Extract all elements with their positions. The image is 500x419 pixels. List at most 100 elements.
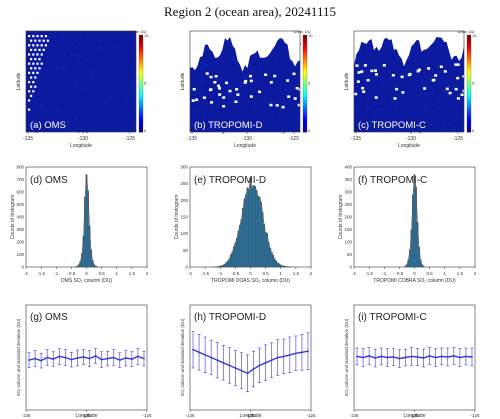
colorbar-segment (139, 112, 143, 117)
colorbar-segment (139, 57, 143, 62)
missing-data-speck (393, 97, 397, 100)
missing-data-speck (191, 99, 195, 102)
map-cell (450, 106, 453, 109)
map-cell (430, 66, 433, 69)
x-tick-label: -0.5 (67, 271, 75, 276)
map-cell (455, 79, 458, 82)
map-cell (438, 79, 441, 81)
missing-data-speck (357, 71, 361, 74)
missing-data-dot (30, 76, 33, 79)
map-cell (373, 110, 376, 113)
histogram-panel: (e) TROPOMI-D -2 -1.5 -1 -0.5 0 0.5 1 1.5 2 0 50 100… (174, 165, 313, 285)
y-tick-label: 50 (347, 252, 353, 257)
colorbar-segment (467, 119, 471, 123)
colorbar-frame (138, 34, 144, 133)
map-cell (40, 104, 43, 107)
x-tick-label: -130 (82, 413, 92, 418)
map-cell (274, 66, 276, 69)
colorbar-segment (303, 70, 307, 75)
map-cell (63, 125, 66, 127)
map-cell (124, 88, 127, 91)
map-cell (248, 126, 251, 129)
map-cell (127, 93, 130, 96)
map-cell (435, 123, 438, 126)
map-cell (277, 65, 280, 68)
map-cell (424, 106, 426, 109)
map-cell (251, 113, 254, 116)
colorbar-segment (139, 80, 143, 84)
x-tick-label: -1.5 (365, 271, 373, 276)
map-cell (452, 130, 455, 133)
map-cell (267, 101, 270, 103)
x-tick-label: -130 (406, 136, 416, 142)
map-cell (103, 101, 106, 104)
map-cell (212, 93, 215, 96)
panel-label: (h) TROPOMI-D (194, 312, 266, 323)
map-cell (425, 57, 428, 60)
map-cell (74, 38, 77, 41)
colorbar-segment (139, 99, 143, 104)
y-tick-label: 400 (16, 215, 24, 220)
map-cell (244, 84, 247, 87)
map-cell (290, 84, 293, 87)
map-cell (359, 98, 362, 101)
colorbar-segment (139, 47, 143, 52)
map-cell (382, 100, 385, 103)
colorbar-segment (139, 41, 143, 46)
map-cell (113, 44, 115, 47)
map-cell (354, 73, 357, 76)
distribution-curve (75, 174, 98, 267)
map-cell (253, 106, 256, 109)
histogram-bar (266, 233, 269, 268)
colorbar-segment (303, 93, 307, 97)
map-cell (231, 46, 234, 48)
map-cell (359, 120, 362, 122)
missing-data-speck (249, 95, 253, 98)
x-tick-label: 0.5 (426, 271, 433, 276)
missing-data-dot (30, 48, 33, 51)
colorbar-segment (303, 83, 307, 88)
x-tick-label: -125 (470, 413, 480, 418)
map-cell (456, 105, 459, 108)
map-cell (356, 120, 359, 123)
missing-data-region (190, 31, 300, 72)
map-cell (131, 92, 134, 95)
missing-data-speck (370, 69, 374, 73)
map-cell (52, 120, 55, 123)
map-cell (46, 97, 49, 100)
map-cell (39, 121, 42, 124)
map-cell (232, 110, 235, 113)
map-cell (282, 40, 285, 43)
map-cell (100, 96, 103, 99)
map-cell (26, 67, 29, 70)
y-axis-label: Counts of histogram (10, 195, 16, 240)
histogram-bar (264, 232, 267, 268)
map-cell (35, 47, 38, 50)
map-cell (237, 98, 240, 101)
map-cell (431, 90, 434, 93)
y-tick-label: 150 (344, 227, 352, 232)
panel-label: (i) TROPOMI-C (358, 312, 427, 323)
map-cell (39, 111, 42, 114)
missing-data-dot (36, 62, 39, 65)
map-cell (405, 126, 408, 129)
map-cell (63, 73, 66, 76)
map-cell (228, 102, 230, 105)
map-cell (415, 128, 418, 131)
map-cell (104, 95, 107, 98)
map-cell (237, 101, 240, 104)
map-frame (189, 30, 301, 133)
map-cell (35, 33, 37, 36)
map-cell (438, 54, 441, 57)
x-tick-label: -130 (78, 136, 88, 142)
mean-line (192, 348, 309, 375)
colorbar-segment (303, 106, 307, 110)
map-cell (108, 95, 111, 98)
missing-data-dot (36, 44, 39, 47)
map-cell (241, 75, 244, 78)
histogram-bar (248, 189, 250, 268)
map-cell (44, 31, 47, 34)
map-cell (75, 75, 78, 78)
colorbar-segment (303, 128, 307, 133)
map-cell (56, 90, 59, 93)
